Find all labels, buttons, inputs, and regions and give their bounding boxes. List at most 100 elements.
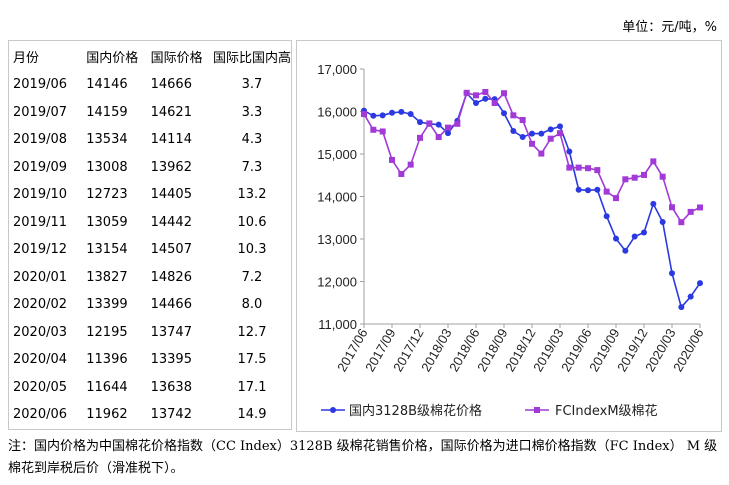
legend-marker-international [534,407,540,413]
cell-month: 2019/10 [13,187,68,203]
header-spread: 国际比国内高 [212,50,291,66]
domestic-price-point [398,108,405,115]
cell-month: 2019/12 [13,242,68,258]
cell-international-price: 14621 [150,104,192,120]
cell-international-price: 14666 [150,77,192,93]
international-price-point [435,134,442,140]
cell-international-price: 13962 [150,159,192,175]
domestic-price-point [519,134,526,140]
domestic-price-point [678,304,685,311]
cell-domestic-price: 11644 [86,379,128,395]
cell-international-price: 13395 [150,352,192,368]
cell-domestic-price: 13154 [86,242,128,258]
cell-spread: 4.3 [241,132,263,148]
cell-month: 2020/02 [13,297,68,313]
international-price-point [529,140,535,147]
cell-spread: 7.3 [241,159,263,175]
domestic-price-point [575,186,582,193]
table-row: 2020/03 12195 13747 12.7 [9,319,291,347]
domestic-price-point [622,247,629,254]
cell-domestic-price: 13059 [86,214,128,230]
international-price-point [454,120,461,127]
cell-domestic-price: 12195 [86,324,128,340]
cell-month: 2020/05 [13,379,68,395]
header-domestic-price: 国内价格 [86,50,139,66]
cell-international-price: 14466 [150,297,192,313]
cell-month: 2019/07 [13,104,68,120]
domestic-price-point [482,95,489,102]
cell-spread: 10.3 [237,242,267,258]
domestic-price-point [566,148,573,155]
domestic-price-point [370,112,377,119]
table-row: 2019/11 13059 14442 10.6 [9,209,291,237]
domestic-price-point [538,130,545,137]
y-tick-label: 12,000 [317,275,357,290]
legend-marker-domestic [330,407,336,413]
international-price-point [687,208,694,215]
table-row: 2019/12 13154 14507 10.3 [9,236,291,264]
y-tick-label: 16,000 [317,105,357,120]
cell-month: 2020/04 [13,352,68,368]
cell-domestic-price: 13008 [86,159,128,175]
table-row: 2020/01 13827 14826 7.2 [9,264,291,292]
international-price-point [631,174,638,181]
international-price-point [361,111,367,118]
cell-international-price: 13747 [150,324,192,340]
domestic-price-point [697,280,703,287]
price-table: 月份 国内价格 国际价格 国际比国内高 2019/06 14146 14666 3.7… [8,40,292,430]
cell-spread: 17.5 [237,352,267,368]
domestic-price-point [603,213,610,220]
international-price-point [557,130,563,137]
international-price-point [510,112,517,119]
cell-international-price: 14405 [150,187,192,203]
international-price-point [669,204,675,211]
international-price-point [641,171,647,178]
international-price-point [445,124,451,131]
table-row: 2019/06 14146 14666 3.7 [9,71,291,99]
international-price-point [650,158,657,165]
cell-spread: 3.3 [241,104,263,120]
price-data-table: 月份 国内价格 国际价格 国际比国内高 2019/06 14146 14666 3.7… [9,41,291,429]
domestic-price-point [613,235,619,242]
international-price-point [491,100,498,106]
cell-month: 2020/06 [13,407,68,423]
cell-spread: 17.1 [237,379,267,395]
international-price-point [389,156,395,163]
y-tick-label: 11,000 [318,317,357,332]
price-line-chart: 11,000 12,000 13,000 14,000 15,000 16,000 17,0… [317,62,706,419]
cell-domestic-price: 11396 [86,352,128,368]
cell-domestic-price: 14146 [86,77,128,93]
international-price-point [370,126,377,133]
table-row: 2019/07 14159 14621 3.3 [9,99,291,127]
cell-domestic-price: 13534 [86,132,128,148]
table-row: 2020/05 11644 13638 17.1 [9,374,291,402]
cell-domestic-price: 13399 [86,297,128,313]
table-row: 2019/10 12723 14405 13.2 [9,181,291,209]
domestic-price-point [501,110,507,117]
international-price-point [407,161,414,168]
international-price-point [613,195,619,202]
international-price-point [398,170,405,177]
table-row: 2019/09 13008 13962 7.3 [9,154,291,182]
international-price-point [463,89,470,96]
cell-international-price: 14826 [150,269,192,285]
cell-month: 2020/03 [13,324,68,340]
table-row: 2020/06 11962 13742 14.9 [9,401,291,429]
domestic-price-point [445,130,451,137]
domestic-price-point [379,112,386,119]
table-row: 2020/04 11396 13395 17.5 [9,346,291,374]
domestic-price-point [687,293,694,300]
domestic-price-point [659,219,666,226]
cell-spread: 14.9 [237,407,267,423]
international-price-point [473,92,479,99]
cell-international-price: 13638 [150,379,192,395]
footnote: 注：国内价格为中国棉花价格指数（CC Index）3128B 级棉花销售价格，国… [8,439,718,476]
domestic-price-point [529,130,535,137]
y-tick-label: 17,000 [317,62,357,77]
y-tick-label: 14,000 [317,190,357,205]
domestic-price-point [435,121,442,128]
domestic-price-point [669,270,675,277]
international-price-point [566,164,573,171]
table-row: 2019/08 13534 14114 4.3 [9,126,291,154]
header-international-price: 国际价格 [150,50,203,66]
